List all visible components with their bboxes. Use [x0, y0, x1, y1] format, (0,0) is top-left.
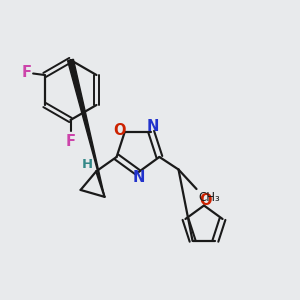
Text: F: F	[65, 134, 76, 149]
Text: N: N	[146, 119, 159, 134]
Text: O: O	[113, 123, 126, 138]
Text: CH₃: CH₃	[198, 191, 220, 204]
Text: N: N	[132, 170, 145, 185]
Text: H: H	[82, 158, 93, 171]
Text: F: F	[21, 65, 31, 80]
Text: O: O	[199, 193, 211, 208]
Polygon shape	[68, 59, 105, 197]
